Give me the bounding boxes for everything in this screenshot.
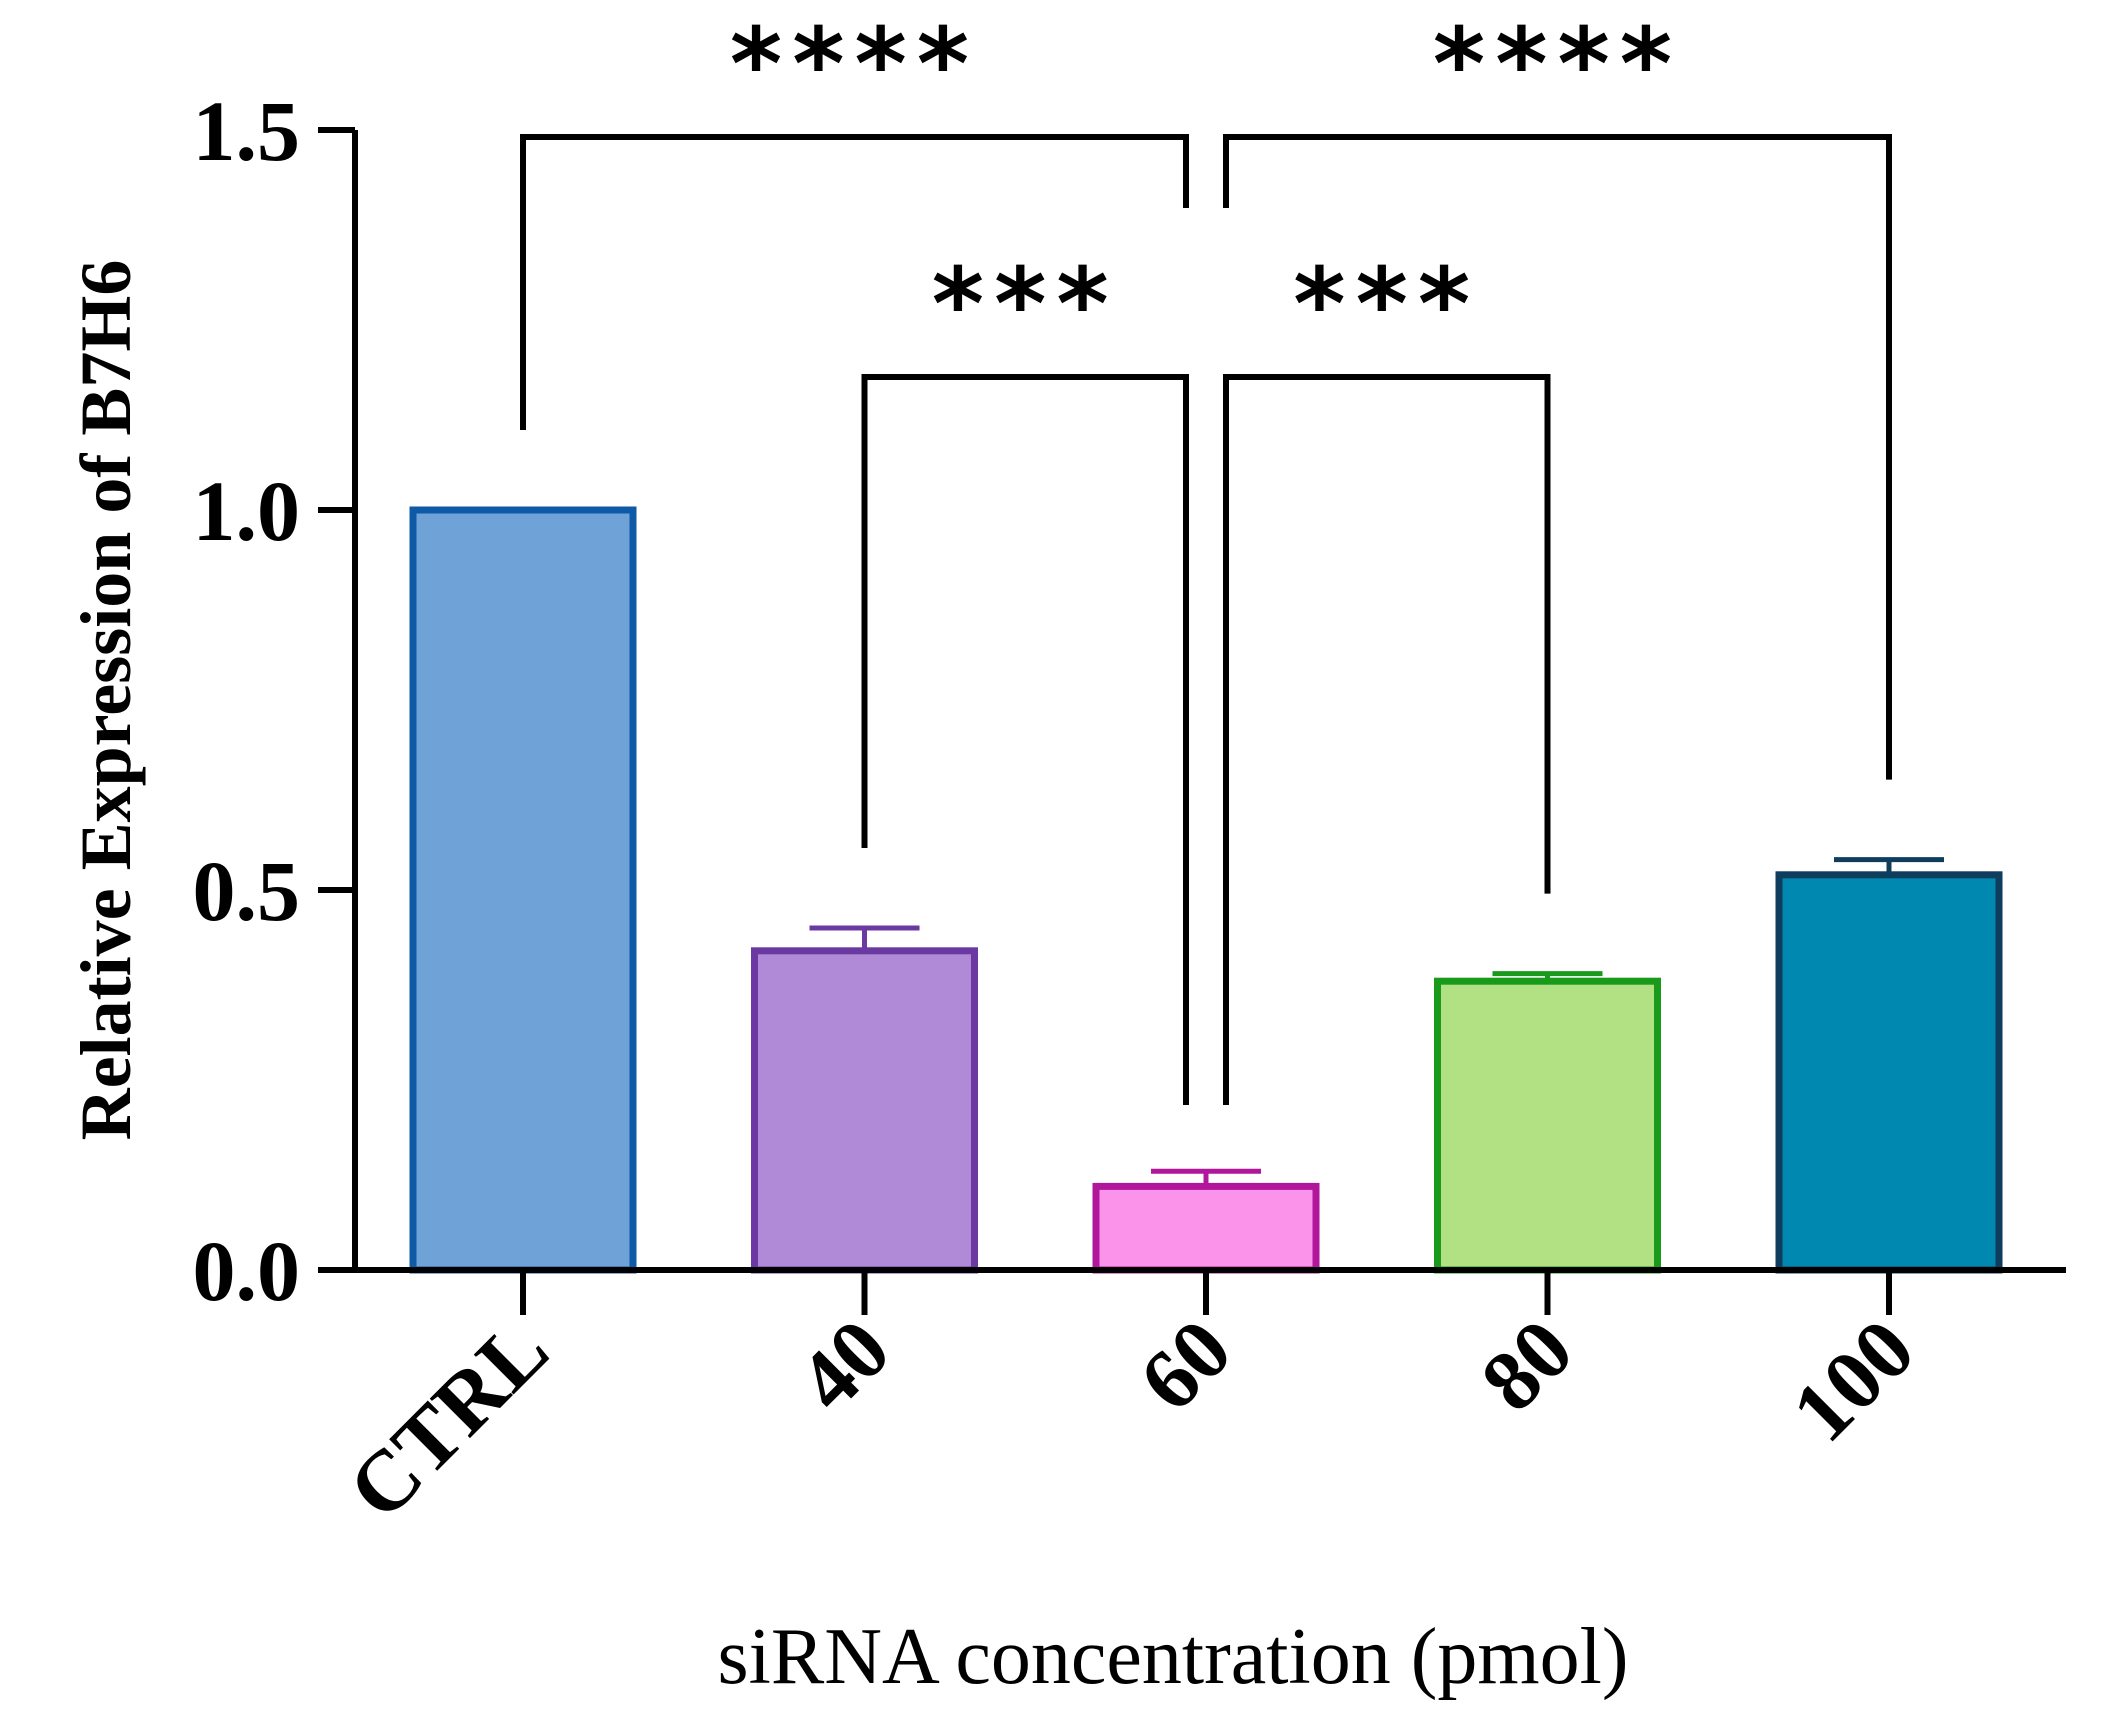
- significance-label-60-100: ****: [1433, 6, 1682, 123]
- y-tick-label-0-0: 0.0: [193, 1223, 301, 1319]
- bar-60: [1092, 1182, 1320, 1274]
- significance-bracket-ctrl-60: [520, 134, 1189, 430]
- significance-brackets-layer: **** ******* ***: [520, 6, 1892, 1105]
- significance-label-ctrl-60: ****: [730, 6, 979, 123]
- y-tick-label-1-5: 1.5: [193, 83, 301, 179]
- y-axis-title: Relative Expression of B7H6: [66, 260, 146, 1141]
- x-tick-label-40: 40: [779, 1301, 908, 1430]
- bar-ctrl: [409, 506, 637, 1274]
- bar-100: [1775, 871, 2003, 1274]
- x-tick-label-100: 100: [1773, 1301, 1932, 1460]
- y-tick-label-1-0: 1.0: [193, 463, 301, 559]
- x-axis-title: siRNA concentration (pmol): [718, 1613, 1629, 1701]
- significance-bracket-60-80: [1223, 374, 1551, 1105]
- significance-bracket-60-100: [1223, 134, 1892, 780]
- bar-40: [751, 947, 978, 1274]
- error-bars-layer: [809, 857, 1944, 1187]
- x-ticks-layer: CTRL 40 60 80 100: [330, 1270, 1932, 1538]
- significance-label-60-80: ***: [1293, 246, 1480, 363]
- significance-bracket-40-60: [861, 374, 1189, 1105]
- significance-label-40-60: ***: [932, 246, 1119, 363]
- x-tick-label-ctrl: CTRL: [330, 1301, 567, 1538]
- bars-layer: [409, 506, 2003, 1274]
- y-tick-label-0-5: 0.5: [193, 843, 301, 939]
- bar-80: [1434, 977, 1661, 1274]
- x-tick-label-80: 80: [1462, 1301, 1591, 1430]
- y-ticks-layer: 0.0 0.5 1.0 1.5: [193, 83, 355, 1319]
- x-tick-label-60: 60: [1121, 1301, 1250, 1430]
